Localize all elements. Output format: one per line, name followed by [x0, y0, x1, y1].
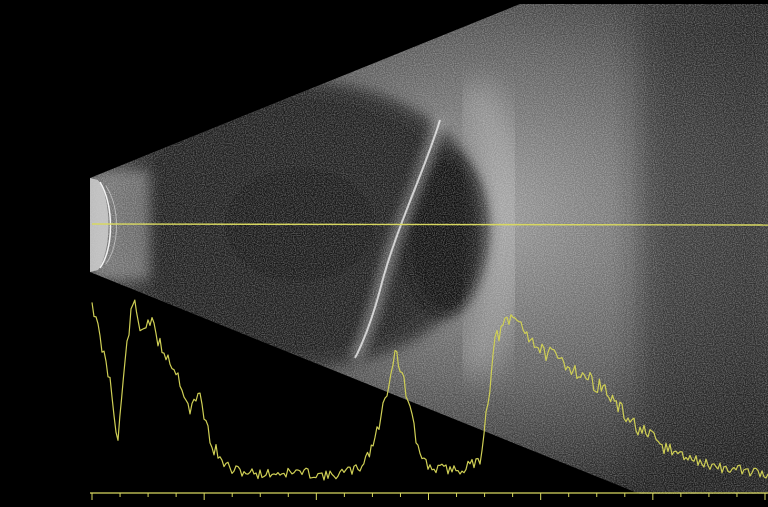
a-scan-trace: [91, 299, 768, 481]
probe-interface: [90, 178, 117, 272]
horizontal-cursor-line: [91, 223, 768, 226]
depth-ruler: [90, 492, 768, 500]
